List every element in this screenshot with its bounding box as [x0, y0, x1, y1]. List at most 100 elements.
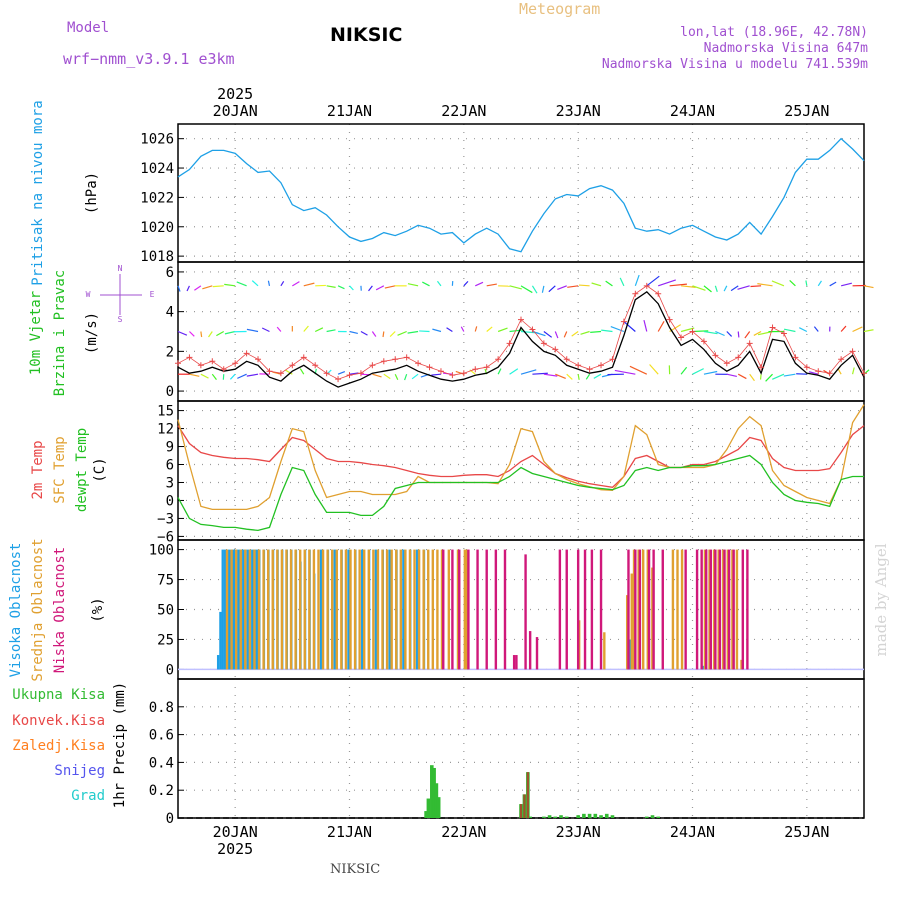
wind-arrow	[246, 328, 259, 333]
wind-arrow	[580, 330, 590, 335]
wind-gust-marker	[243, 350, 250, 357]
wind-arrow	[520, 369, 537, 375]
wind-arrow	[681, 285, 696, 288]
wind-arrow	[863, 285, 874, 289]
wind-gust-marker	[861, 370, 867, 377]
wind-gust-marker	[632, 290, 639, 297]
wind-gust-marker	[220, 366, 227, 373]
precip-bar-total	[656, 816, 660, 818]
cloud-bar-mid	[262, 549, 265, 670]
cloud-bar-mid	[456, 549, 460, 670]
cloud-bar-mid	[395, 549, 398, 670]
precip-bar-total	[604, 813, 609, 818]
wind-gust-marker	[312, 362, 319, 369]
wind-arrow	[371, 331, 377, 337]
cloud-bar-mid	[363, 549, 366, 670]
cloud-bar-high	[374, 549, 378, 670]
wind-arrow	[326, 285, 336, 288]
precip-bar-total	[436, 797, 441, 818]
dewpt-line	[177, 454, 864, 532]
y-tick-label: 1026	[140, 132, 174, 148]
model-altitude-info: Nadmorska Visina u modelu 741.539m	[601, 57, 868, 72]
y-tick-label: 1018	[140, 249, 174, 265]
wind-arrow	[463, 280, 469, 287]
wind-arrow	[737, 373, 747, 380]
precip-bar-total	[434, 783, 439, 818]
cloud-bar-mid	[740, 659, 743, 670]
wind-arrow	[194, 285, 202, 291]
x-tick-label-top: 23JAN	[556, 102, 601, 120]
cloud-bar-low	[627, 549, 630, 670]
wind-gust-marker	[277, 370, 284, 377]
wind-gust-marker	[838, 356, 845, 363]
wind-arrow	[577, 374, 580, 380]
wind-gust-marker	[803, 364, 810, 371]
cloud-bar-low	[741, 549, 745, 670]
precip-bar-total	[528, 816, 532, 818]
wind-arrow	[680, 366, 688, 375]
cloud-bar-low	[714, 549, 717, 670]
panel-border	[177, 400, 865, 541]
cloud-bar-mid	[463, 549, 467, 670]
wind-arrow	[726, 373, 737, 378]
cloud-bar-low	[583, 549, 587, 670]
cloud-bar-mid	[244, 549, 247, 670]
wind-arrow	[189, 331, 195, 337]
wind-gust-marker	[472, 366, 479, 373]
cloud-bar-high	[223, 549, 227, 670]
cloud-bar-low	[503, 549, 507, 670]
precip-bar-total	[582, 813, 586, 818]
wind-arrow	[737, 331, 740, 338]
y-tick-label: 3	[166, 475, 174, 491]
wind-arrow	[852, 326, 863, 333]
cloud-bar-mid	[632, 549, 636, 670]
cloud-bar-mid	[422, 549, 425, 670]
precip-bar-total	[430, 765, 434, 818]
cloud-bar-high	[628, 639, 631, 670]
wind-arrow	[692, 368, 704, 375]
cloud-bar-low	[458, 549, 461, 670]
wind-gust-marker	[460, 370, 467, 377]
cloud-bar-mid	[321, 549, 325, 670]
temp2m-title: 2m Temp	[30, 440, 46, 499]
cloud-bar-low	[723, 549, 726, 670]
cloud-bar-mid	[248, 549, 252, 670]
wind-gust-marker	[620, 318, 627, 325]
wind-arrow	[759, 374, 762, 380]
wind-gust-marker	[758, 364, 765, 371]
wind-arrow	[798, 327, 808, 333]
cloud-bar-low	[599, 549, 603, 670]
wind-arrow	[292, 281, 300, 287]
wind-arrow	[649, 364, 659, 375]
wind-gust-marker	[529, 326, 536, 333]
wind-gust-marker	[746, 340, 753, 347]
cloud-bar-mid	[294, 549, 297, 670]
wind-gust-marker	[289, 362, 296, 369]
wind-arrow	[419, 330, 430, 333]
y-tick-label: 0.4	[149, 755, 174, 771]
wind-arrow	[593, 373, 602, 379]
wind-gust-marker	[175, 360, 181, 367]
wind-gust-marker	[449, 372, 456, 379]
wind-gust-marker	[575, 362, 582, 369]
cloud-bar-low	[558, 549, 562, 670]
wind-gust-marker	[689, 328, 696, 335]
cloud-bar-mid	[390, 549, 393, 670]
wind-arrow	[236, 281, 247, 287]
y-tick-label: 1020	[140, 220, 174, 236]
wind-gust-marker	[780, 330, 787, 337]
wind-arrow	[509, 329, 523, 333]
precip-bar-total	[587, 813, 592, 818]
precip-bar-total	[564, 816, 569, 818]
wind-arrow	[432, 328, 442, 333]
y-tick-label: 0.8	[149, 700, 174, 716]
cloud-bar-mid	[726, 549, 729, 670]
high-cloud-title: Visoka Oblacnost	[8, 543, 24, 678]
cloud-bar-low	[647, 549, 651, 670]
wind-gust-marker	[598, 362, 605, 369]
cloud-bar-mid	[376, 549, 380, 670]
precip-bar-total	[553, 816, 558, 818]
wind-arrow	[783, 373, 796, 377]
cloud-bar-mid	[676, 549, 679, 670]
